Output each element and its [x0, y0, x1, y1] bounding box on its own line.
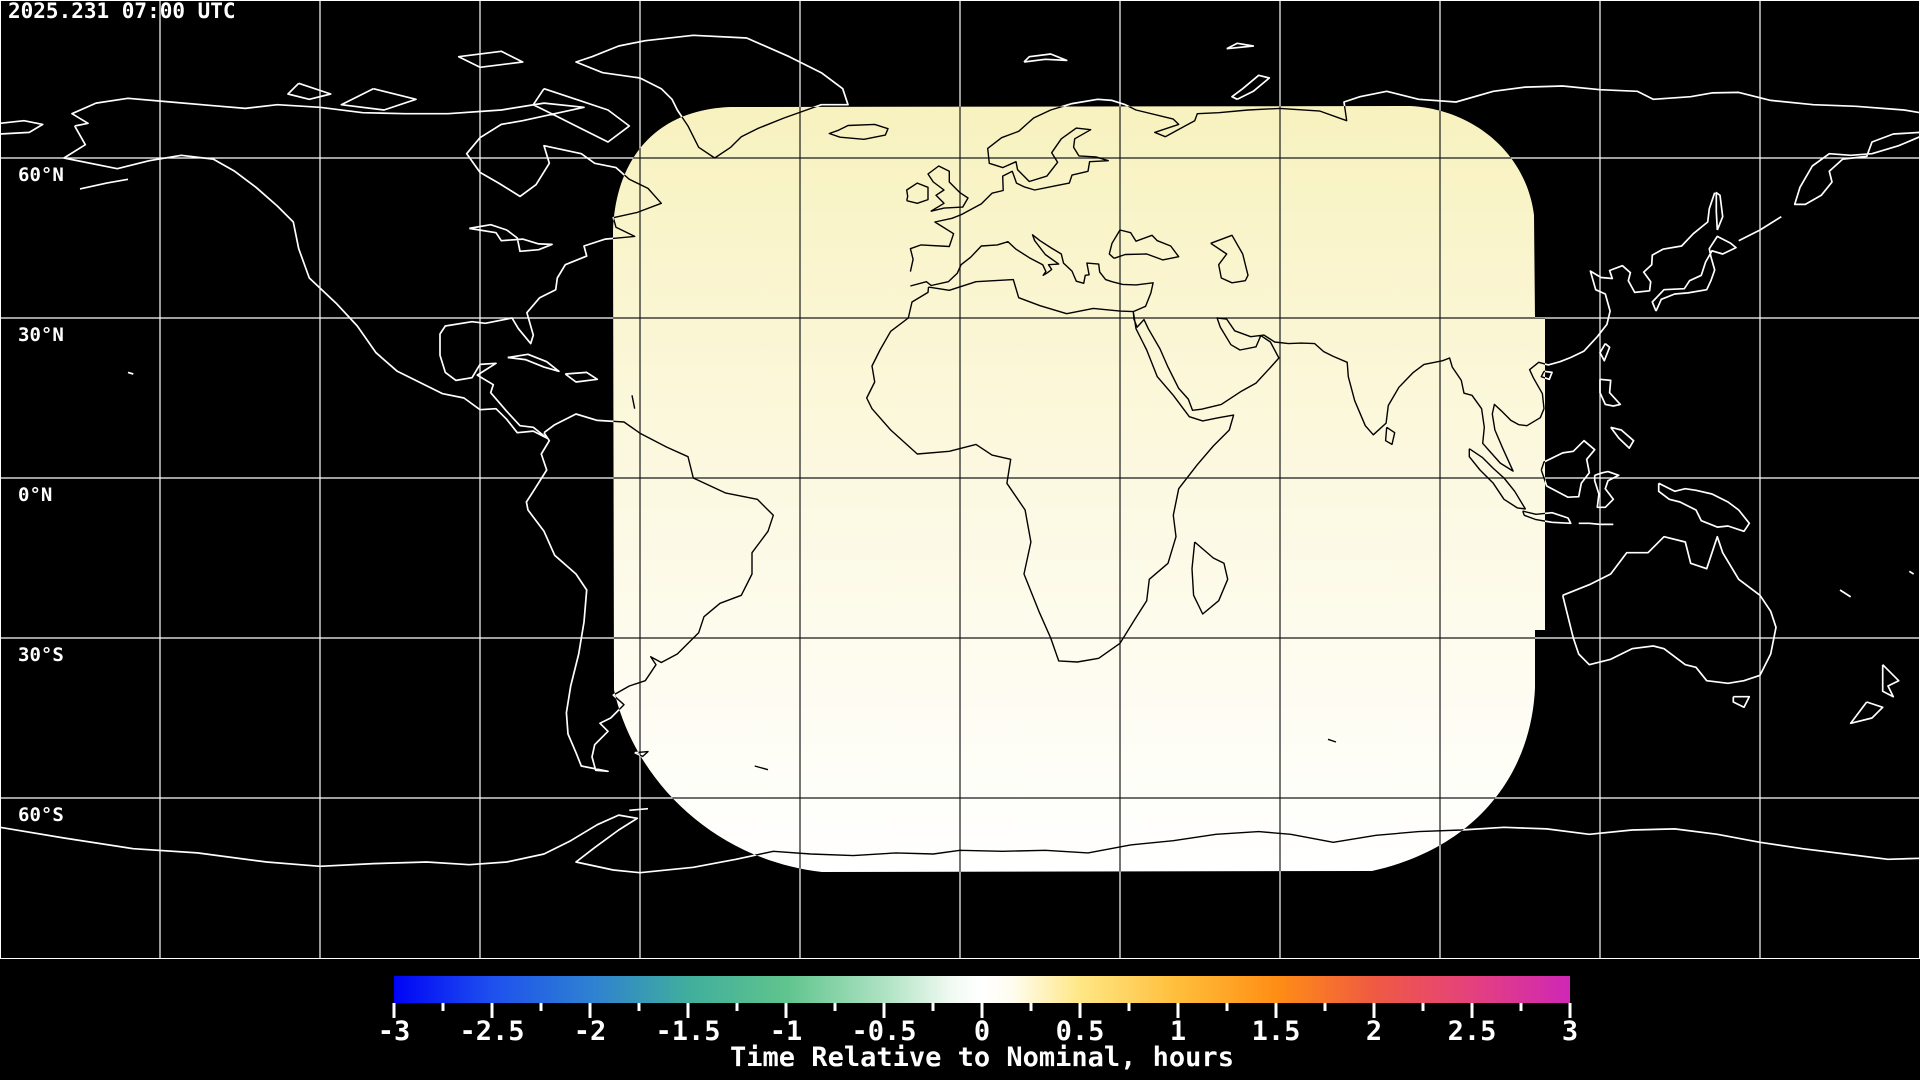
- colorbar-tick-label: 2: [1366, 1016, 1382, 1047]
- timestamp: 2025.231 07:00 UTC: [8, 0, 236, 23]
- colorbar-tick-label: 0.5: [1056, 1016, 1105, 1047]
- colorbar-tick-label: 2.5: [1448, 1016, 1497, 1047]
- latitude-label: 60°N: [18, 164, 64, 186]
- coverage-region: [613, 106, 1545, 872]
- latitude-label: 30°S: [18, 644, 64, 666]
- colorbar-tick-label: 0: [974, 1016, 990, 1047]
- colorbar-tick-labels: -3 -2.5 -2 -1.5 -1 -0.5 0 0.5 1 1.5 2 2.5 3: [378, 1016, 1578, 1047]
- colorbar: -3 -2.5 -2 -1.5 -1 -0.5 0 0.5 1 1.5 2 2.5 3 Time Rel…: [378, 976, 1578, 1073]
- colorbar-tick-label: -3: [378, 1016, 411, 1047]
- colorbar-tick-label: 1: [1170, 1016, 1186, 1047]
- latitude-labels: 60°N 30°N 0°N 30°S 60°S: [18, 164, 64, 826]
- latitude-label: 0°N: [18, 484, 52, 506]
- colorbar-tick-label: -0.5: [851, 1016, 916, 1047]
- world-map: 60°N 30°N 0°N 30°S 60°S 2025.231 07:00 UTC: [0, 0, 1920, 959]
- latitude-label: 60°S: [18, 804, 64, 826]
- colorbar-tick-label: 3: [1562, 1016, 1578, 1047]
- colorbar-tick-label: -1: [770, 1016, 803, 1047]
- colorbar-ticks: [392, 1003, 1572, 1018]
- colorbar-tick-label: -1.5: [655, 1016, 720, 1047]
- colorbar-title: Time Relative to Nominal, hours: [730, 1042, 1234, 1073]
- latitude-label: 30°N: [18, 324, 64, 346]
- colorbar-tick-label: 1.5: [1252, 1016, 1301, 1047]
- colorbar-tick-label: -2: [574, 1016, 607, 1047]
- colorbar-tick-label: -2.5: [459, 1016, 524, 1047]
- coastline-path-black: [613, 106, 1545, 872]
- colorbar-gradient: [394, 976, 1570, 1003]
- coastlines-on-light: [613, 106, 1545, 872]
